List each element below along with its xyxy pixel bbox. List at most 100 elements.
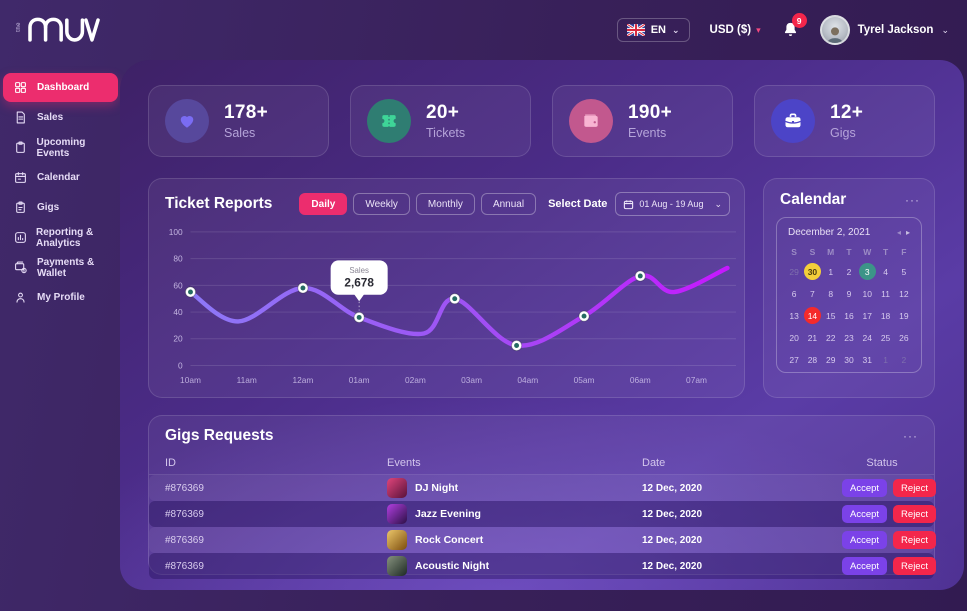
calendar-date-cell[interactable]: 26 — [899, 332, 909, 343]
date-range-dropdown[interactable]: 01 Aug - 19 Aug ⌄ — [615, 192, 730, 216]
sidebar-item-label: My Profile — [37, 292, 85, 303]
reject-button[interactable]: Reject — [893, 505, 936, 523]
svg-text:20: 20 — [173, 334, 183, 344]
calendar-date-cell[interactable]: 24 — [862, 332, 873, 343]
calendar-day-header: F — [901, 247, 907, 257]
heart-icon — [165, 99, 209, 143]
sidebar-item-sales[interactable]: Sales — [3, 103, 118, 132]
calendar-date-cell[interactable]: 10 — [862, 288, 873, 299]
calendar-date-cell[interactable]: 2 — [846, 266, 852, 277]
calendar-menu-icon[interactable]: ··· — [905, 193, 920, 207]
reject-button[interactable]: Reject — [893, 557, 936, 575]
calendar-date-cell[interactable]: 5 — [901, 266, 907, 277]
calendar-date-cell[interactable]: 8 — [828, 288, 834, 299]
calendar-date-cell[interactable]: 30 — [844, 354, 854, 365]
stat-label: Events — [628, 126, 667, 140]
sidebar-item-label: Payments & Wallet — [37, 256, 95, 279]
briefcase-icon — [771, 99, 815, 143]
sidebar-item-payments-wallet[interactable]: Payments & Wallet — [3, 253, 118, 282]
wallet-icon — [569, 99, 613, 143]
sidebar-item-upcoming-events[interactable]: Upcoming Events — [3, 133, 118, 162]
event-thumbnail — [387, 556, 407, 576]
calendar-date-cell[interactable]: 2 — [901, 354, 907, 365]
calendar-red-badge: 14 — [803, 307, 821, 324]
table-row: #876369 DJ Night 12 Dec, 2020 Accept Rej… — [149, 475, 936, 501]
calendar-date-cell[interactable]: 18 — [880, 310, 891, 321]
calendar-date-cell[interactable]: 29 — [825, 354, 836, 365]
accept-button[interactable]: Accept — [842, 531, 888, 549]
calendar-date-cell[interactable]: 9 — [846, 288, 852, 299]
stat-card-tickets: 20+ Tickets — [350, 85, 531, 157]
muv-logo[interactable]: the — [16, 13, 110, 47]
calendar-date-cell[interactable]: 30 — [803, 261, 821, 282]
calendar-date-cell[interactable]: 11 — [881, 288, 890, 299]
calendar-next-icon[interactable]: ▸ — [905, 228, 910, 237]
calendar-day-header: T — [846, 247, 852, 257]
gig-id: #876369 — [165, 482, 204, 494]
event-thumbnail — [387, 530, 407, 550]
calendar-day-header: S — [791, 247, 797, 257]
calendar-date-cell[interactable]: 27 — [789, 354, 799, 365]
calendar-date-cell[interactable]: 22 — [825, 332, 836, 343]
accept-button[interactable]: Accept — [842, 557, 888, 575]
calendar-date-cell[interactable]: 19 — [899, 310, 909, 321]
currency-selector[interactable]: USD ($) ▾ — [710, 24, 761, 36]
calendar-date-cell[interactable]: 12 — [899, 288, 909, 299]
calendar-date-cell[interactable]: 13 — [789, 310, 799, 321]
calendar-date-cell[interactable]: 7 — [810, 288, 815, 299]
svg-text:0: 0 — [178, 360, 183, 370]
calendar-date-cell[interactable]: 28 — [807, 354, 818, 365]
stat-card-sales: 178+ Sales — [148, 85, 329, 157]
language-selector[interactable]: EN ⌄ — [616, 18, 690, 42]
calendar-date-cell[interactable]: 20 — [789, 332, 799, 343]
filter-weekly-button[interactable]: Weekly — [353, 193, 410, 215]
gigs-requests-card: Gigs Requests ··· ID Events Date Status #87… — [148, 415, 936, 579]
calendar-date-cell[interactable]: 29 — [789, 266, 799, 277]
sidebar-item-reporting-analytics[interactable]: Reporting & Analytics — [3, 223, 118, 252]
sidebar-item-my-profile[interactable]: My Profile — [3, 283, 118, 312]
calendar-date-cell[interactable]: 1 — [828, 266, 834, 277]
calendar-date-cell[interactable]: 25 — [880, 332, 891, 343]
reject-button[interactable]: Reject — [893, 479, 936, 497]
column-header-date: Date — [642, 457, 666, 469]
gigs-menu-icon[interactable]: ··· — [903, 429, 918, 443]
user-menu[interactable]: Tyrel Jackson ⌄ — [819, 15, 949, 45]
calendar-date-cell[interactable]: 16 — [844, 310, 854, 321]
accept-button[interactable]: Accept — [842, 479, 888, 497]
calendar-day-header: T — [882, 247, 889, 257]
sales-chart-svg: 0 20 40 60 80 100 10am 11am 12am 01am 02am 03am 04am… — [169, 227, 736, 385]
calendar-date-cell[interactable]: 15 — [825, 310, 836, 321]
sidebar-item-calendar[interactable]: Calendar — [3, 163, 118, 192]
gig-date: 12 Dec, 2020 — [642, 560, 703, 572]
chevron-down-icon: ⌄ — [941, 24, 949, 35]
chart-filter-group: Daily Weekly Monthly Annual — [299, 193, 537, 215]
calendar-date-cell[interactable]: 31 — [862, 354, 873, 365]
ticket-reports-card: Ticket Reports Daily Weekly Monthly Annual … — [148, 178, 745, 398]
sidebar-item-gigs[interactable]: Gigs — [3, 193, 118, 222]
calendar-date-cell[interactable]: 14 — [803, 305, 821, 326]
chart-tooltip: Sales 2,678 — [330, 260, 388, 311]
sidebar-item-dashboard[interactable]: Dashboard — [3, 73, 118, 102]
calendar-date-cell[interactable]: 3 — [858, 261, 876, 282]
accept-button[interactable]: Accept — [842, 505, 888, 523]
calendar-prev-icon[interactable]: ◂ — [896, 228, 901, 237]
notifications-button[interactable]: 9 — [781, 13, 807, 40]
stat-label: Sales — [224, 126, 256, 140]
chevron-down-icon: ⌄ — [671, 24, 680, 35]
stat-value: 20+ — [426, 102, 460, 123]
gig-date: 12 Dec, 2020 — [642, 508, 703, 520]
calendar-date-cell[interactable]: 21 — [807, 332, 818, 343]
calendar-date-cell[interactable]: 23 — [844, 332, 854, 343]
calendar-date-cell[interactable]: 4 — [883, 266, 888, 277]
calendar-date-cell[interactable]: 1 — [883, 354, 888, 365]
logo-prefix: the — [16, 22, 22, 32]
reject-button[interactable]: Reject — [893, 531, 936, 549]
sidebar-nav: Dashboard Sales Upcoming Events Calendar… — [0, 72, 120, 611]
calendar-date-cell[interactable]: 6 — [791, 288, 797, 299]
filter-monthly-button[interactable]: Monthly — [415, 193, 475, 215]
filter-daily-button[interactable]: Daily — [299, 193, 348, 215]
filter-annual-button[interactable]: Annual — [480, 193, 537, 215]
calendar-date-cell[interactable]: 17 — [862, 310, 873, 321]
svg-text:02am: 02am — [405, 375, 426, 385]
